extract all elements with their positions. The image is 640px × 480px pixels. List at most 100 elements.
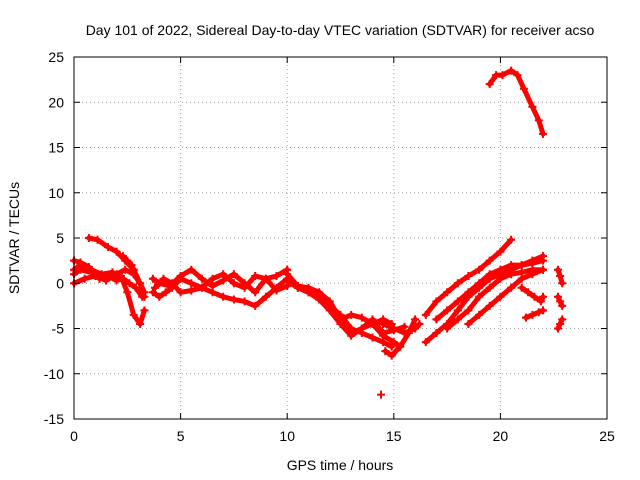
data-point: [464, 320, 473, 328]
data-point: [93, 235, 102, 244]
data-point: [272, 272, 281, 280]
data-point: [387, 342, 396, 351]
data-point: [558, 279, 567, 288]
data-point: [161, 288, 170, 297]
x-axis-label: GPS time / hours: [287, 457, 394, 473]
data-point: [539, 306, 547, 315]
data-point: [379, 320, 388, 328]
data-point: [208, 274, 217, 283]
data-point: [507, 261, 516, 270]
y-tick-label: 10: [48, 185, 64, 201]
x-tick-label: 15: [386, 428, 402, 444]
data-point: [517, 283, 526, 292]
data-point: [453, 297, 462, 306]
y-tick-label: 5: [56, 230, 64, 246]
data-point: [558, 315, 567, 324]
data-point: [464, 288, 473, 297]
data-point: [539, 129, 547, 138]
data-point: [325, 297, 334, 306]
data-point: [475, 279, 484, 288]
data-point: [389, 338, 398, 347]
data-point: [530, 292, 539, 301]
data-point: [377, 390, 385, 399]
data-point: [528, 102, 537, 111]
grid: [74, 57, 607, 419]
data-point: [528, 310, 537, 319]
data-point: [176, 272, 185, 280]
data-point: [396, 342, 405, 351]
y-tick-label: -5: [52, 321, 65, 337]
data-point: [140, 288, 149, 297]
data-point: [151, 283, 159, 292]
series-track-24: [517, 283, 547, 306]
data-point: [293, 283, 302, 292]
series-track-20: [432, 256, 547, 324]
data-point: [91, 272, 100, 280]
series-track-4: [70, 256, 93, 271]
data-series: [70, 66, 567, 399]
y-tick-label: -15: [44, 411, 64, 427]
series-track-27: [554, 292, 567, 310]
series-track-22: [464, 265, 547, 328]
data-point: [104, 243, 113, 252]
data-point: [464, 272, 473, 280]
x-tick-label: 10: [279, 428, 295, 444]
data-point: [187, 286, 196, 295]
data-point: [517, 274, 526, 283]
data-point: [368, 333, 377, 342]
data-point: [123, 288, 132, 297]
series-track-17: [377, 390, 385, 399]
data-point: [272, 286, 281, 295]
data-point: [536, 297, 545, 306]
data-point: [485, 283, 494, 292]
x-tick-label: 20: [493, 428, 509, 444]
data-point: [187, 265, 196, 274]
data-point: [240, 283, 249, 292]
data-point: [127, 261, 136, 270]
data-point: [336, 315, 345, 324]
data-point: [387, 351, 396, 360]
data-point: [283, 270, 292, 279]
data-point: [507, 270, 516, 279]
data-point: [485, 80, 494, 89]
data-point: [304, 288, 313, 297]
data-point: [347, 331, 356, 340]
data-point: [347, 310, 356, 319]
data-point: [219, 270, 228, 279]
data-point: [534, 116, 543, 125]
data-point: [513, 71, 522, 80]
data-point: [357, 313, 366, 322]
data-point: [421, 310, 430, 319]
data-point: [415, 320, 424, 328]
data-point: [507, 66, 516, 75]
data-point: [197, 274, 206, 283]
data-point: [443, 306, 452, 315]
data-point: [357, 324, 366, 333]
data-point: [315, 288, 324, 297]
series-trace: [120, 253, 137, 273]
data-point: [464, 306, 473, 315]
data-point: [496, 265, 505, 274]
data-point: [251, 272, 260, 280]
series-track-18: [421, 235, 516, 319]
x-tick-label: 25: [599, 428, 615, 444]
x-tick-label: 0: [70, 428, 78, 444]
data-point: [84, 234, 93, 242]
data-point: [229, 279, 238, 288]
data-point: [432, 297, 441, 306]
data-point: [558, 301, 567, 310]
data-point: [443, 324, 452, 333]
data-point: [539, 292, 547, 301]
data-point: [485, 256, 494, 265]
y-tick-label: 0: [56, 275, 64, 291]
series-track-15: [381, 315, 420, 360]
series-track-28: [554, 315, 567, 333]
data-point: [129, 310, 138, 319]
data-point: [112, 270, 121, 279]
data-point: [507, 235, 516, 244]
x-tick-label: 5: [177, 428, 185, 444]
data-point: [261, 292, 270, 301]
data-point: [102, 276, 110, 285]
data-point: [315, 295, 324, 304]
